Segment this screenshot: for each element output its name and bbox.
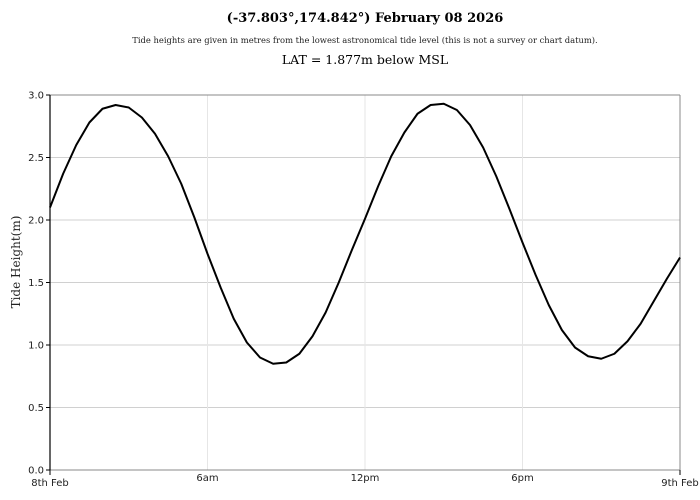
x-tick-label: 6pm <box>511 473 533 484</box>
lat-note: LAT = 1.877m below MSL <box>281 52 449 67</box>
y-tick-label: 0.0 <box>28 466 44 477</box>
y-tick-label: 2.0 <box>28 216 44 227</box>
x-tick-label: 8th Feb <box>31 478 69 489</box>
y-axis: 0.0 0.5 1.0 1.5 2.0 2.5 3.0 <box>28 91 51 477</box>
y-tick-label: 1.5 <box>28 278 44 289</box>
x-tick-label: 12pm <box>351 473 380 484</box>
y-tick-label: 1.0 <box>28 341 44 352</box>
tide-height-line <box>49 102 681 365</box>
grid-lines <box>50 95 680 470</box>
y-axis-title: Tide Height(m) <box>9 216 23 309</box>
x-tick-label: 9th Feb <box>661 478 699 489</box>
y-tick-label: 2.5 <box>28 153 44 164</box>
chart-subtitle: Tide heights are given in metres from th… <box>132 35 598 45</box>
chart-title: (-37.803°,174.842°) February 08 2026 <box>226 11 504 26</box>
y-tick-label: 3.0 <box>28 91 44 102</box>
x-axis: 8th Feb 6am 12pm 6pm 9th Feb <box>31 470 699 489</box>
plot-border <box>50 94 681 471</box>
y-tick-label: 0.5 <box>28 403 44 414</box>
x-tick-label: 6am <box>196 473 218 484</box>
